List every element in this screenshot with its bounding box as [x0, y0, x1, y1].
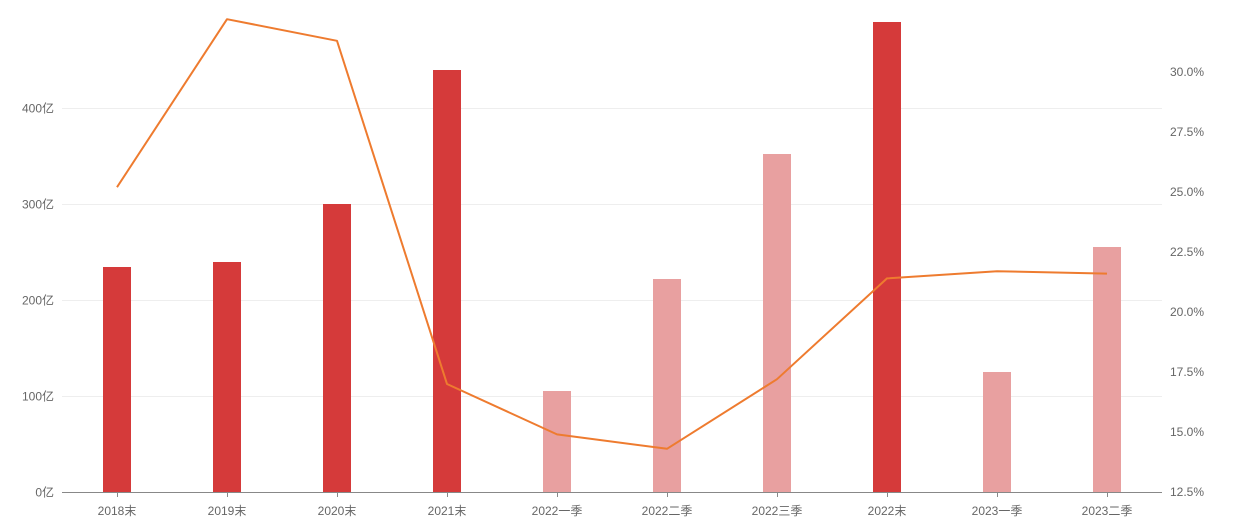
- x-tick: [887, 492, 888, 497]
- x-tick: [227, 492, 228, 497]
- y-left-tick-label: 100亿: [22, 388, 54, 405]
- x-tick-label: 2022三季: [752, 502, 803, 519]
- x-tick-label: 2023一季: [972, 502, 1023, 519]
- plot-area: 0亿100亿200亿300亿400亿12.5%15.0%17.5%20.0%22…: [62, 12, 1162, 492]
- x-tick: [1107, 492, 1108, 497]
- y-left-tick-label: 0亿: [35, 484, 54, 501]
- x-tick-label: 2022一季: [532, 502, 583, 519]
- x-tick-label: 2018末: [98, 502, 137, 519]
- y-left-tick-label: 200亿: [22, 292, 54, 309]
- y-right-tick-label: 22.5%: [1170, 245, 1204, 259]
- x-tick: [117, 492, 118, 497]
- y-left-tick-label: 300亿: [22, 196, 54, 213]
- line-series: [62, 12, 1162, 492]
- x-tick-label: 2021末: [428, 502, 467, 519]
- x-tick: [337, 492, 338, 497]
- y-right-tick-label: 27.5%: [1170, 125, 1204, 139]
- x-tick-label: 2023二季: [1082, 502, 1133, 519]
- x-tick: [557, 492, 558, 497]
- chart-container: 0亿 100亿 200亿 300亿 400亿 12.5% 15.0% 17.5% 20.0% 22…: [0, 0, 1236, 532]
- y-left-tick-label: 400亿: [22, 100, 54, 117]
- x-tick: [997, 492, 998, 497]
- x-tick-label: 2019末: [208, 502, 247, 519]
- line-path: [117, 19, 1107, 449]
- y-right-tick-label: 17.5%: [1170, 365, 1204, 379]
- y-right-tick-label: 20.0%: [1170, 305, 1204, 319]
- x-tick-label: 2022二季: [642, 502, 693, 519]
- x-tick: [777, 492, 778, 497]
- x-tick-label: 2022末: [868, 502, 907, 519]
- x-tick: [667, 492, 668, 497]
- x-tick: [447, 492, 448, 497]
- y-right-tick-label: 30.0%: [1170, 65, 1204, 79]
- y-right-tick-label: 12.5%: [1170, 485, 1204, 499]
- y-right-tick-label: 15.0%: [1170, 425, 1204, 439]
- y-right-tick-label: 25.0%: [1170, 185, 1204, 199]
- x-tick-label: 2020末: [318, 502, 357, 519]
